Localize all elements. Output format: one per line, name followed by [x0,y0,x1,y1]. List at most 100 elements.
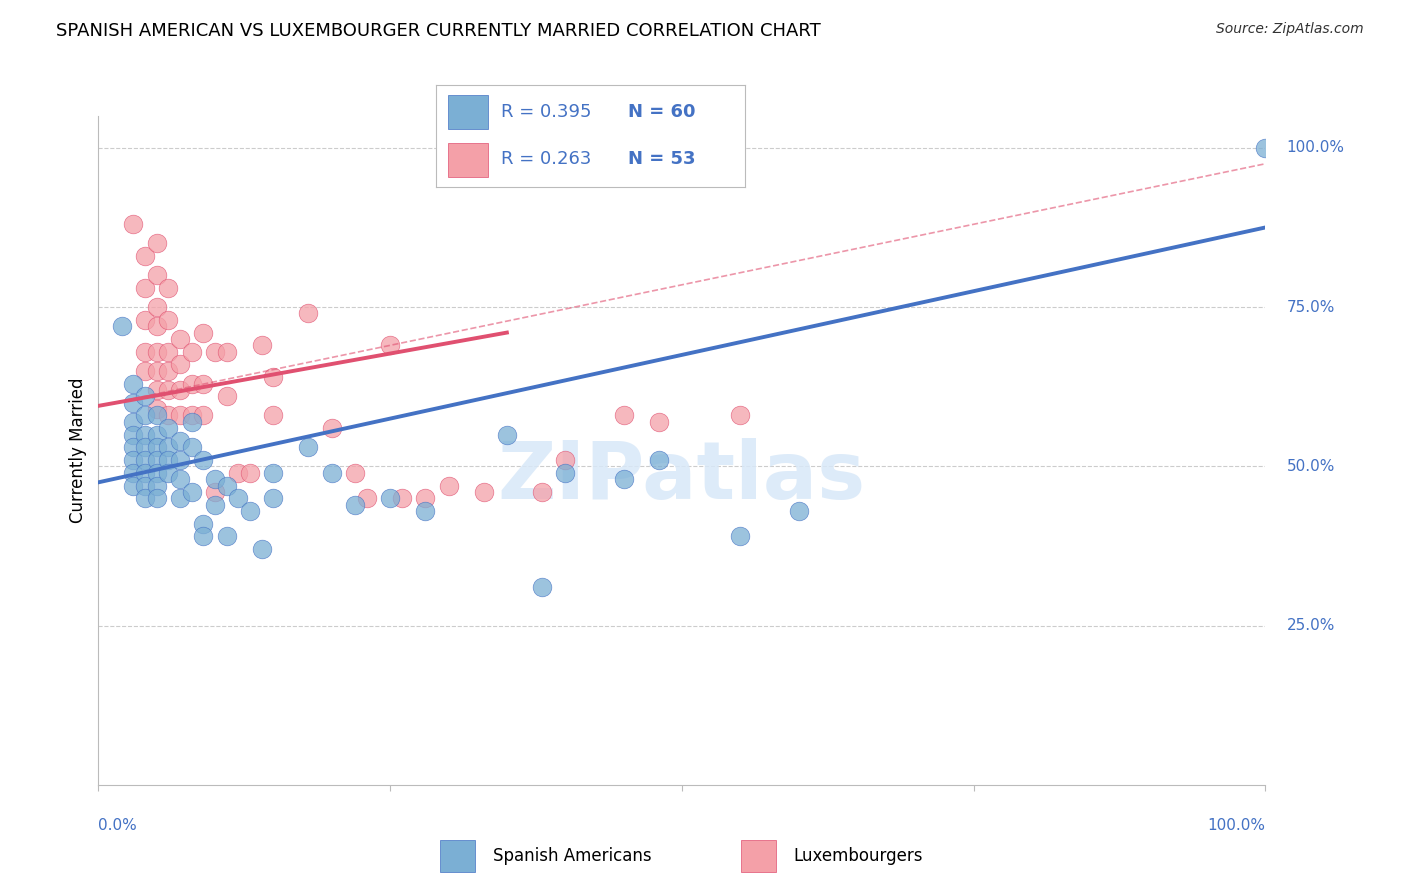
Point [193,516,215,531]
Point [193,409,215,423]
Text: R = 0.263: R = 0.263 [501,150,591,168]
Text: 50.0%: 50.0% [1286,458,1334,474]
Point [134,344,156,359]
Point [180,484,202,499]
Point [134,427,156,442]
Point [250,338,273,352]
Point [146,491,169,506]
Point [612,409,634,423]
Point [554,466,576,480]
Point [215,478,238,492]
Point [122,395,145,409]
Point [228,491,250,506]
Point [344,466,367,480]
Point [612,472,634,486]
Point [297,440,319,454]
Point [530,484,553,499]
Point [122,427,145,442]
Bar [449,144,488,177]
Point [134,440,156,454]
Point [472,484,495,499]
Point [146,383,169,397]
Point [146,478,169,492]
Point [180,415,202,429]
Point [378,491,402,506]
Point [146,300,169,314]
Point [157,383,180,397]
Text: 25.0%: 25.0% [1286,618,1334,633]
Text: SPANISH AMERICAN VS LUXEMBOURGER CURRENTLY MARRIED CORRELATION CHART: SPANISH AMERICAN VS LUXEMBOURGER CURRENT… [56,22,821,40]
Point [180,440,202,454]
Point [122,376,145,391]
Point [111,319,134,334]
Text: 0.0%: 0.0% [98,818,138,832]
Point [239,466,262,480]
Point [193,326,215,340]
Point [193,529,215,543]
Point [169,491,191,506]
Text: Spanish Americans: Spanish Americans [492,847,651,865]
Point [204,498,226,512]
Point [169,332,191,346]
Point [157,440,180,454]
Point [122,415,145,429]
Point [1254,141,1277,155]
Point [193,376,215,391]
Point [134,453,156,467]
Point [180,376,202,391]
Bar [449,95,488,128]
Point [262,409,284,423]
Point [146,236,169,251]
Text: Source: ZipAtlas.com: Source: ZipAtlas.com [1216,22,1364,37]
Point [215,389,238,403]
Text: 100.0%: 100.0% [1286,140,1344,155]
Y-axis label: Currently Married: Currently Married [69,377,87,524]
Point [321,421,343,435]
Point [378,338,402,352]
Point [391,491,413,506]
Point [146,402,169,417]
Point [730,529,752,543]
Point [169,453,191,467]
Point [157,344,180,359]
Point [344,498,367,512]
Point [134,364,156,378]
Point [134,491,156,506]
Point [146,427,169,442]
Point [413,504,436,518]
Point [262,491,284,506]
Point [169,434,191,448]
Point [157,281,180,295]
Point [239,504,262,518]
Point [228,466,250,480]
Point [169,472,191,486]
Text: 100.0%: 100.0% [1208,818,1265,832]
Point [122,453,145,467]
Point [122,466,145,480]
Point [193,453,215,467]
Point [134,313,156,327]
Point [204,472,226,486]
Point [647,453,669,467]
Point [169,358,191,372]
Point [157,466,180,480]
Point [413,491,436,506]
Point [180,344,202,359]
Point [647,415,669,429]
Point [157,364,180,378]
Point [146,319,169,334]
Point [146,344,169,359]
Point [297,306,319,320]
Point [122,478,145,492]
Point [122,217,145,231]
Point [146,268,169,283]
Point [146,440,169,454]
Point [134,409,156,423]
Point [157,421,180,435]
Point [146,453,169,467]
Point [169,383,191,397]
Text: Luxembourgers: Luxembourgers [794,847,924,865]
Point [787,504,810,518]
Point [180,409,202,423]
Point [730,409,752,423]
